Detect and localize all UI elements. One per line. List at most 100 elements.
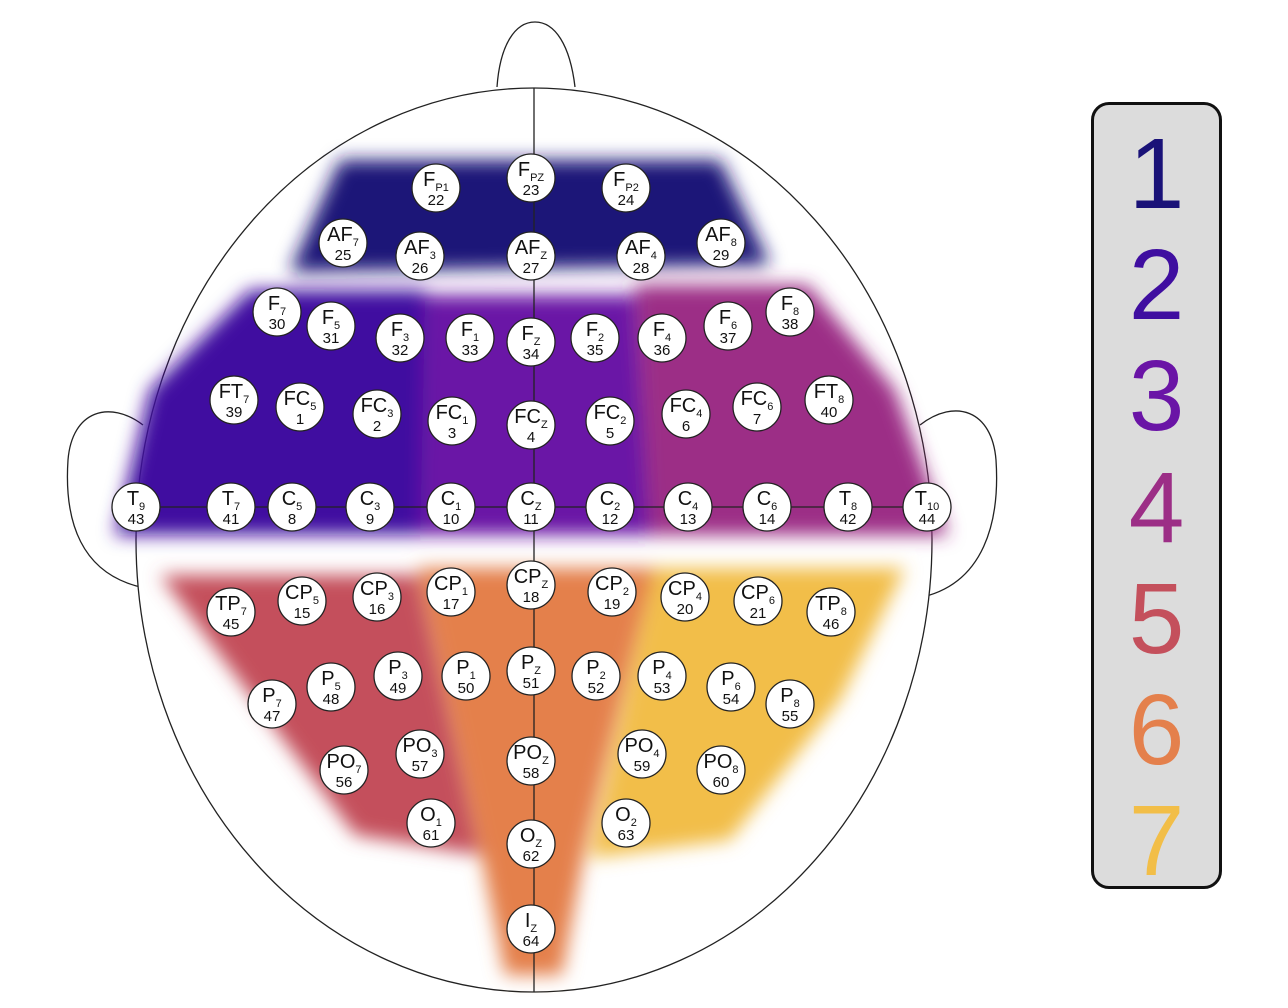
electrode-circle bbox=[506, 736, 556, 786]
electrode-number: 38 bbox=[782, 316, 799, 333]
electrode-circle bbox=[706, 662, 756, 712]
electrode-circle bbox=[601, 798, 651, 848]
electrode-label: AF4 bbox=[625, 237, 657, 262]
electrode-label: F1 bbox=[461, 319, 479, 344]
electrode-number: 33 bbox=[462, 342, 479, 359]
electrode-label: FCZ bbox=[514, 406, 548, 431]
electrode-label: F8 bbox=[781, 293, 799, 318]
electrode-number: 34 bbox=[523, 346, 540, 363]
electrode-label: F7 bbox=[268, 293, 286, 318]
electrode-circle bbox=[506, 819, 556, 869]
electrode-label: FPZ bbox=[518, 159, 545, 184]
electrode-label: P4 bbox=[652, 657, 671, 682]
electrode-number: 20 bbox=[677, 601, 694, 618]
electrode-circle bbox=[765, 287, 815, 337]
electrode-number: 17 bbox=[443, 596, 460, 613]
legend-item-5: 5 bbox=[1128, 563, 1185, 675]
nose bbox=[496, 21, 576, 88]
electrode-label: O2 bbox=[615, 804, 637, 829]
electrode-number: 49 bbox=[390, 680, 407, 697]
electrode-circle bbox=[506, 482, 556, 532]
electrode-circle bbox=[506, 560, 556, 610]
electrode-number: 5 bbox=[606, 425, 614, 442]
electrode-label: FC4 bbox=[670, 395, 703, 420]
electrode-label: CP6 bbox=[741, 582, 775, 607]
electrode-number: 39 bbox=[226, 404, 243, 421]
electrode-circle bbox=[661, 389, 711, 439]
electrode-number: 36 bbox=[654, 342, 671, 359]
electrode-label: PO4 bbox=[624, 735, 659, 760]
electrode-number: 63 bbox=[618, 827, 635, 844]
electrode-label: C5 bbox=[282, 488, 303, 513]
electrode-circle bbox=[306, 301, 356, 351]
electrode-number: 25 bbox=[335, 247, 352, 264]
electrode-label: P1 bbox=[456, 657, 475, 682]
electrode-label: P8 bbox=[780, 685, 799, 710]
electrode-circle bbox=[733, 576, 783, 626]
electrode-label: T9 bbox=[127, 488, 145, 513]
electrode-circle bbox=[206, 587, 256, 637]
electrode-circle bbox=[206, 482, 256, 532]
electrode-label: O1 bbox=[420, 804, 442, 829]
region-legend: 1 2 3 4 5 6 7 bbox=[1091, 102, 1222, 896]
electrode-label: C1 bbox=[441, 488, 462, 513]
electrode-label: TP7 bbox=[215, 593, 247, 618]
electrode-circle bbox=[902, 482, 952, 532]
electrode-circle bbox=[267, 482, 317, 532]
electrode-number: 44 bbox=[919, 511, 936, 528]
electrode-circle bbox=[806, 587, 856, 637]
electrode-number: 11 bbox=[523, 511, 539, 528]
electrode-circle bbox=[570, 313, 620, 363]
electrode-circle bbox=[506, 646, 556, 696]
electrode-label: T8 bbox=[839, 488, 857, 513]
electrode-number: 45 bbox=[223, 616, 240, 633]
electrode-label: P7 bbox=[262, 685, 281, 710]
electrode-label: AF7 bbox=[327, 224, 359, 249]
electrode-number: 22 bbox=[428, 192, 445, 209]
electrode-number: 32 bbox=[392, 342, 409, 359]
electrode-number: 30 bbox=[269, 316, 286, 333]
electrode-circle bbox=[445, 313, 495, 363]
electrode-label: P2 bbox=[586, 657, 605, 682]
electrode-number: 53 bbox=[654, 680, 671, 697]
electrode-circle bbox=[373, 651, 423, 701]
electrode-circle bbox=[804, 375, 854, 425]
electrode-number: 37 bbox=[720, 330, 737, 347]
electrode-number: 21 bbox=[750, 605, 767, 622]
electrode-circle bbox=[703, 301, 753, 351]
electrode-circle bbox=[617, 729, 667, 779]
electrode-number: 58 bbox=[523, 765, 540, 782]
electrode-number: 27 bbox=[523, 260, 540, 277]
electrode-label: C3 bbox=[360, 488, 381, 513]
electrode-number: 29 bbox=[713, 247, 730, 264]
electrode-number: 4 bbox=[527, 429, 535, 446]
electrode-label: PZ bbox=[521, 652, 541, 677]
